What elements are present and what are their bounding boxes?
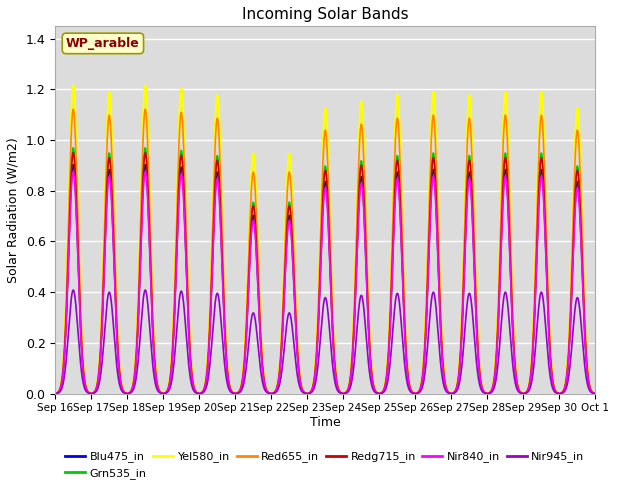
Redg715_in: [591, 391, 599, 396]
Nir840_in: [417, 386, 424, 392]
Nir945_in: [591, 391, 598, 396]
Red655_in: [591, 391, 598, 396]
X-axis label: Time: Time: [310, 416, 340, 429]
Redg715_in: [148, 316, 156, 322]
Blu475_in: [69, 162, 77, 168]
Grn535_in: [591, 391, 598, 396]
Red655_in: [417, 384, 424, 390]
Grn535_in: [305, 390, 313, 396]
Yel580_in: [591, 391, 599, 396]
Red655_in: [305, 390, 313, 396]
Nir840_in: [591, 391, 598, 396]
Grn535_in: [51, 391, 59, 396]
Line: Yel580_in: Yel580_in: [55, 85, 595, 394]
Nir840_in: [591, 391, 599, 396]
Redg715_in: [447, 391, 454, 396]
Grn535_in: [417, 385, 424, 391]
Red655_in: [148, 302, 156, 308]
Line: Nir945_in: Nir945_in: [55, 290, 595, 394]
Red655_in: [447, 391, 454, 396]
Yel580_in: [51, 391, 59, 396]
Nir840_in: [69, 169, 77, 175]
Legend: Blu475_in, Grn535_in, Yel580_in, Red655_in, Redg715_in, Nir840_in, Nir945_in: Blu475_in, Grn535_in, Yel580_in, Red655_…: [61, 447, 589, 480]
Yel580_in: [477, 377, 484, 383]
Nir945_in: [447, 391, 454, 396]
Nir945_in: [477, 386, 484, 392]
Redg715_in: [591, 391, 598, 396]
Line: Redg715_in: Redg715_in: [55, 153, 595, 394]
Redg715_in: [305, 390, 313, 396]
Nir840_in: [148, 322, 156, 327]
Yel580_in: [69, 83, 77, 88]
Grn535_in: [477, 380, 484, 385]
Nir840_in: [51, 391, 59, 396]
Nir840_in: [305, 390, 313, 396]
Redg715_in: [477, 380, 484, 385]
Grn535_in: [591, 391, 599, 396]
Nir945_in: [591, 391, 599, 396]
Red655_in: [69, 107, 77, 112]
Nir945_in: [417, 388, 424, 394]
Yel580_in: [591, 391, 598, 396]
Blu475_in: [447, 391, 454, 396]
Redg715_in: [51, 391, 59, 396]
Blu475_in: [305, 390, 313, 396]
Yel580_in: [447, 391, 454, 396]
Blu475_in: [477, 381, 484, 386]
Blu475_in: [148, 319, 156, 325]
Text: WP_arable: WP_arable: [66, 37, 140, 50]
Grn535_in: [447, 391, 454, 396]
Grn535_in: [148, 314, 156, 320]
Red655_in: [591, 391, 599, 396]
Blu475_in: [51, 391, 59, 396]
Title: Incoming Solar Bands: Incoming Solar Bands: [242, 7, 408, 22]
Line: Grn535_in: Grn535_in: [55, 148, 595, 394]
Line: Red655_in: Red655_in: [55, 109, 595, 394]
Yel580_in: [305, 390, 313, 396]
Nir945_in: [69, 287, 77, 293]
Nir840_in: [477, 381, 484, 386]
Yel580_in: [417, 384, 424, 390]
Line: Nir840_in: Nir840_in: [55, 172, 595, 394]
Blu475_in: [417, 386, 424, 392]
Y-axis label: Solar Radiation (W/m2): Solar Radiation (W/m2): [7, 137, 20, 283]
Nir945_in: [305, 390, 313, 396]
Blu475_in: [591, 391, 598, 396]
Nir840_in: [447, 391, 454, 396]
Grn535_in: [69, 145, 77, 151]
Blu475_in: [591, 391, 599, 396]
Red655_in: [51, 391, 59, 396]
Yel580_in: [148, 295, 156, 300]
Line: Blu475_in: Blu475_in: [55, 165, 595, 394]
Redg715_in: [69, 150, 77, 156]
Nir945_in: [51, 391, 59, 396]
Nir945_in: [148, 359, 156, 364]
Red655_in: [477, 378, 484, 384]
Redg715_in: [417, 385, 424, 391]
